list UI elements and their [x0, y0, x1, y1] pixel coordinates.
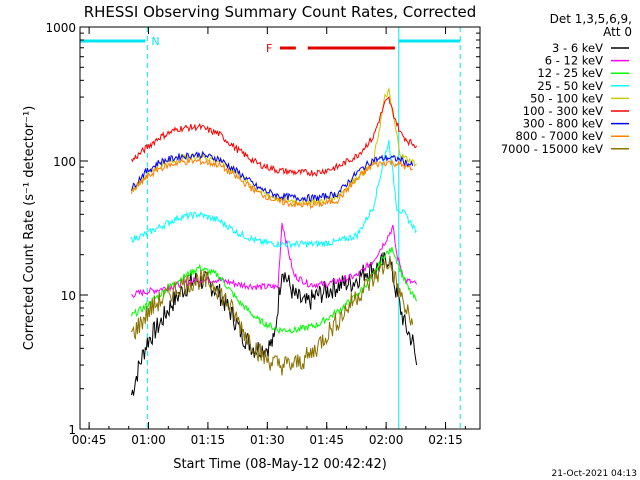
series-line-1 — [131, 222, 418, 298]
y-axis-label: Corrected Count Rate (s⁻¹ detector⁻¹) — [22, 106, 37, 351]
x-tick-label-4: 01:45 — [309, 433, 344, 447]
series-line-5 — [131, 96, 418, 178]
series-layer — [131, 86, 418, 396]
y-tick-label-3: 1000 — [45, 21, 76, 35]
axis-ticks: 00:45 01:00 01:15 01:30 01:45 02:00 02:15 1 10 10… — [45, 21, 480, 447]
flare-label: F — [266, 42, 272, 55]
plot-frame — [79, 26, 481, 430]
x-tick-label-5: 02:00 — [369, 433, 404, 447]
legend-label-8: 7000 - 15000 keV — [501, 142, 603, 156]
night-label: N — [151, 35, 159, 48]
x-tick-label-2: 01:15 — [191, 433, 226, 447]
x-tick-label-1: 01:00 — [131, 433, 166, 447]
x-tick-label-3: 01:30 — [250, 433, 285, 447]
series-line-0 — [131, 252, 418, 396]
legend-label-3: 25 - 50 keV — [537, 79, 603, 93]
series-line-4 — [131, 86, 417, 207]
series-line-6 — [131, 150, 414, 203]
y-tick-label-2: 100 — [53, 155, 76, 169]
series-line-2 — [131, 247, 418, 335]
legend-label-2: 12 - 25 keV — [537, 66, 603, 80]
y-tick-label-0: 1 — [68, 423, 76, 437]
series-line-7 — [131, 157, 413, 210]
legend-label-0: 3 - 6 keV — [552, 41, 603, 55]
legend-label-6: 300 - 800 keV — [523, 117, 603, 131]
series-line-8 — [131, 255, 414, 376]
legend-label-4: 50 - 100 keV — [530, 91, 603, 105]
annotation-layer: NF — [80, 27, 461, 429]
series-line-3 — [131, 139, 417, 250]
y-tick-label-1: 10 — [61, 289, 76, 303]
legend-header-line-2: Att 0 — [603, 25, 632, 39]
legend-header-line-1: Det 1,3,5,6,9, — [550, 12, 632, 26]
x-tick-label-6: 02:15 — [428, 433, 463, 447]
x-axis-label: Start Time (08-May-12 00:42:42) — [173, 457, 387, 472]
chart-title: RHESSI Observing Summary Count Rates, Co… — [84, 3, 477, 21]
legend-label-1: 6 - 12 keV — [545, 54, 603, 68]
x-tick-label-0: 00:45 — [72, 433, 107, 447]
generation-timestamp: 21-Oct-2021 04:13 — [552, 469, 637, 479]
legend-label-5: 100 - 300 keV — [523, 104, 603, 118]
legend-label-7: 800 - 7000 keV — [515, 129, 603, 143]
